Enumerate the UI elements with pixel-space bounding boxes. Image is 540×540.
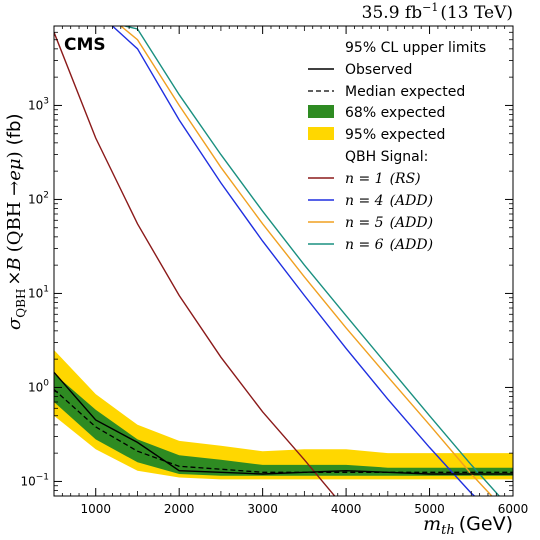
legend-signal-label-n1: n = 1 (RS) [345, 171, 421, 187]
legend-95-label: 95% expected [345, 127, 445, 143]
x-tick-label: 2000 [164, 502, 195, 516]
y-tick-label: 100 [28, 378, 49, 394]
x-tick-label: 1000 [80, 502, 111, 516]
y-tick-label: 102 [28, 190, 49, 206]
y-axis-label: σQBH×B(QBH →eμ)(fb) [4, 114, 28, 330]
plot-frame [53, 25, 514, 497]
legend-signal-label-n6: n = 6 (ADD) [345, 237, 433, 253]
legend-title: 95% CL upper limits [345, 40, 486, 56]
signal-curve-n4 [111, 26, 476, 496]
observed-line [54, 371, 513, 475]
median-expected-line [54, 389, 513, 473]
cms-label: CMS [64, 35, 106, 55]
y-tick-label: 103 [28, 96, 49, 112]
x-tick-label: 6000 [498, 502, 529, 516]
x-tick-label: 3000 [247, 502, 278, 516]
x-axis-label: mth (GeV) [423, 513, 513, 538]
legend-signal-label-n4: n = 4 (ADD) [345, 193, 433, 209]
signal-curve-n6 [124, 26, 501, 496]
lumi-label: 35.9 fb−1 (13 TeV) [362, 1, 513, 23]
y-tick-label: 101 [28, 284, 49, 300]
legend-68-swatch [308, 105, 334, 118]
legend-signal-label-n5: n = 5 (ADD) [345, 215, 433, 231]
x-tick-label: 5000 [414, 502, 445, 516]
legend-68-label: 68% expected [345, 105, 445, 121]
legend-observed-label: Observed [345, 62, 412, 78]
band-95-expected [54, 350, 513, 480]
signal-curve-n5 [120, 26, 493, 496]
legend: 95% CL upper limits Observed Median expect… [308, 40, 486, 253]
legend-median-label: Median expected [345, 84, 465, 100]
signal-curve-n1 [54, 32, 336, 496]
legend-signal-title: QBH Signal: [345, 149, 428, 165]
legend-95-swatch [308, 127, 334, 140]
x-tick-label: 4000 [331, 502, 362, 516]
y-tick-label: 10−1 [20, 472, 49, 488]
